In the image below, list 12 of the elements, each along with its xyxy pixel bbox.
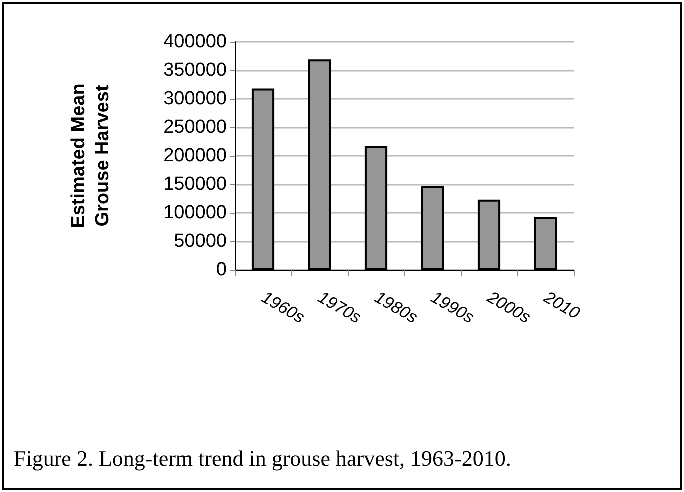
y-axis-title: Estimated Mean Grouse Harvest bbox=[68, 84, 114, 228]
y-tick-label: 100000 bbox=[164, 202, 227, 224]
y-tick-label: 50000 bbox=[174, 231, 227, 252]
caption: Figure 2. Long-term trend in grouse harvest, 1963-2010. bbox=[14, 446, 512, 472]
y-tick-label: 400000 bbox=[164, 32, 227, 52]
x-tick-label: 2010 bbox=[540, 287, 584, 324]
y-tick-label: 300000 bbox=[164, 88, 227, 110]
y-tick-label: 150000 bbox=[164, 174, 227, 195]
y-tick-label: 350000 bbox=[164, 60, 227, 81]
y-tick-label: 200000 bbox=[164, 146, 227, 166]
y-tick-label: 0 bbox=[216, 260, 227, 280]
y-tick-label: 250000 bbox=[164, 117, 227, 138]
